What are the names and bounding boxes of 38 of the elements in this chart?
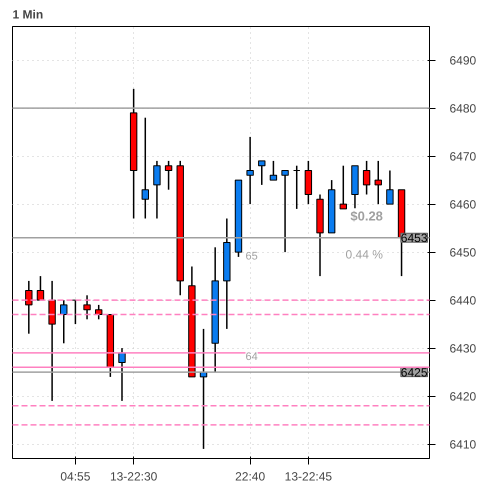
candlestick	[362, 160, 370, 196]
y-tick-label: 6450	[450, 246, 477, 260]
candlestick	[48, 280, 56, 402]
candlestick	[340, 164, 348, 210]
y-tick-label: 6490	[450, 54, 477, 68]
annotation: 65	[245, 250, 258, 262]
candlestick	[25, 280, 33, 334]
candlestick	[386, 170, 394, 205]
x-tick-label: 13-22:30	[110, 470, 158, 484]
candlestick	[293, 164, 300, 210]
y-tick-label: 6440	[450, 294, 477, 308]
y-tick-label: 6420	[450, 390, 477, 404]
candlestick	[270, 160, 278, 181]
candlestick	[142, 116, 149, 220]
chart-title: 1 Min	[12, 8, 44, 22]
candlestick	[83, 294, 91, 320]
annotation: $0.28	[350, 208, 383, 224]
y-tick-label: 6410	[450, 438, 477, 452]
candlestick	[258, 160, 266, 186]
annotation: 64	[245, 351, 258, 364]
candlestick	[94, 304, 102, 320]
y-tick-label: 6460	[450, 198, 477, 212]
annotation: 0.44 %	[346, 248, 384, 262]
x-tick-label: 22:40	[235, 470, 266, 484]
y-tick-label: 6480	[450, 102, 477, 116]
candlestick	[60, 299, 68, 344]
candlestick	[304, 160, 312, 205]
y-tick-label: 6470	[450, 150, 477, 164]
candlestick	[246, 136, 254, 205]
ref-line-label: 6425	[400, 366, 428, 380]
candlestick	[153, 160, 161, 220]
x-tick-label: 13-22:45	[284, 470, 332, 484]
x-tick-label: 04:55	[60, 470, 91, 484]
candlestick	[164, 160, 172, 190]
candlestick	[374, 160, 382, 205]
y-tick-label: 6430	[450, 342, 477, 356]
candlestick	[281, 170, 289, 253]
ref-line-label: 6453	[400, 231, 428, 246]
